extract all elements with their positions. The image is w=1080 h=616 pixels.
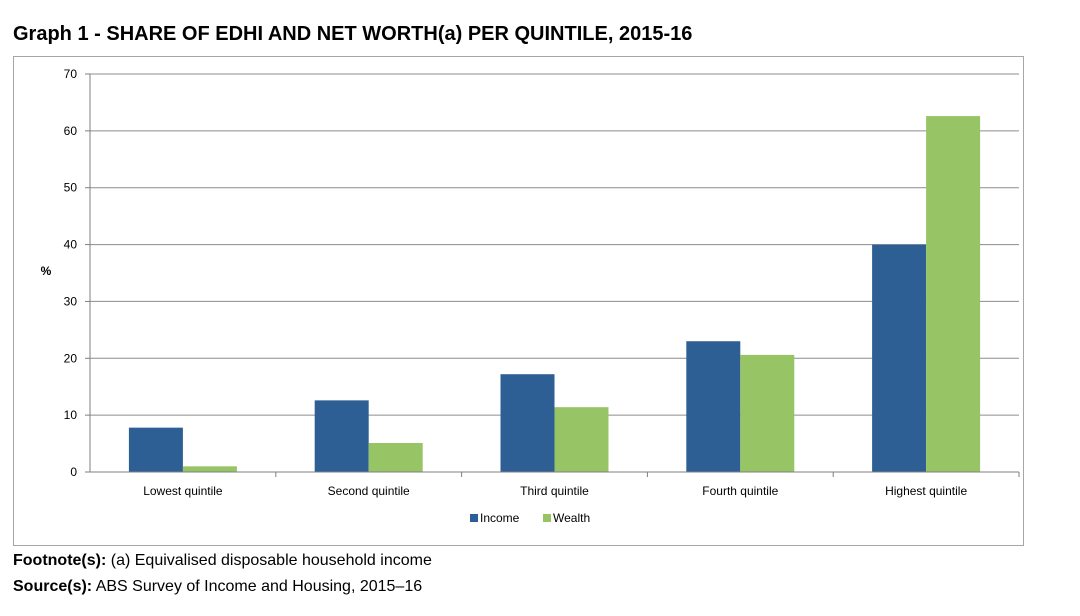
axes: 0 10 20 30 40 50 60 70% Lowest quintile Second qu… bbox=[41, 67, 1020, 498]
legend-swatch-income bbox=[470, 514, 478, 522]
bar-wealth bbox=[554, 407, 609, 472]
y-tick-label: 40 bbox=[64, 238, 78, 252]
footnote-label: Footnote(s): bbox=[13, 552, 107, 569]
bar-income bbox=[314, 400, 369, 472]
bar-income bbox=[872, 244, 927, 472]
bar-wealth bbox=[740, 354, 795, 472]
bar-income bbox=[500, 374, 555, 472]
legend-label-income: Income bbox=[480, 511, 520, 525]
y-tick-label: 30 bbox=[64, 294, 78, 308]
y-tick-label: 0 bbox=[70, 465, 77, 479]
x-tick-label: Lowest quintile bbox=[143, 484, 223, 498]
legend-swatch-wealth bbox=[543, 514, 551, 522]
y-tick-label: 10 bbox=[64, 408, 78, 422]
bar-income bbox=[686, 341, 741, 472]
bar-income bbox=[128, 427, 183, 472]
x-tick-label: Highest quintile bbox=[885, 484, 967, 498]
y-tick-label: 50 bbox=[64, 181, 78, 195]
gridlines bbox=[90, 73, 1019, 416]
bars bbox=[128, 116, 981, 473]
bar-wealth bbox=[926, 116, 981, 473]
chart-title: Graph 1 - SHARE OF EDHI AND NET WORTH(a)… bbox=[13, 23, 693, 45]
legend-label-wealth: Wealth bbox=[553, 511, 590, 525]
source-label: Source(s): bbox=[13, 578, 93, 595]
footnote: Footnote(s): (a) Equivalised disposable … bbox=[13, 552, 432, 570]
bar-wealth bbox=[182, 466, 237, 472]
x-tick-label: Third quintile bbox=[520, 484, 589, 498]
bar-wealth bbox=[368, 443, 423, 472]
x-tick-label: Second quintile bbox=[328, 484, 410, 498]
legend: Income Wealth bbox=[470, 511, 590, 525]
footnote-text: (a) Equivalised disposable household inc… bbox=[106, 552, 432, 569]
source-text: ABS Survey of Income and Housing, 2015–1… bbox=[92, 578, 423, 595]
y-tick-label: 70 bbox=[64, 67, 78, 81]
y-tick-label: 20 bbox=[64, 351, 78, 365]
y-axis-label: % bbox=[41, 264, 52, 278]
y-tick-label: 60 bbox=[64, 124, 78, 138]
source: Source(s): ABS Survey of Income and Hous… bbox=[13, 578, 422, 596]
chart-frame: 0 10 20 30 40 50 60 70% Lowest quintile Second qu… bbox=[13, 56, 1024, 546]
x-tick-label: Fourth quintile bbox=[702, 484, 778, 498]
bar-chart: 0 10 20 30 40 50 60 70% Lowest quintile Second qu… bbox=[41, 67, 1020, 525]
